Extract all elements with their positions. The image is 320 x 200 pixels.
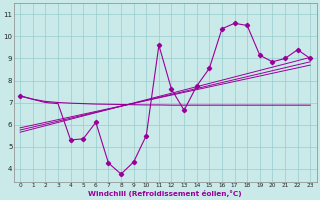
X-axis label: Windchill (Refroidissement éolien,°C): Windchill (Refroidissement éolien,°C) — [88, 190, 242, 197]
